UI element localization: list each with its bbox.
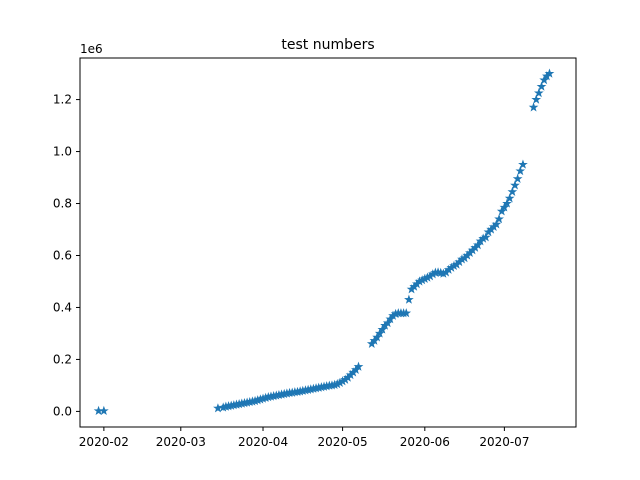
data-point — [502, 198, 512, 208]
data-point — [491, 219, 502, 229]
data-point — [353, 361, 364, 371]
data-point — [494, 214, 504, 224]
data-point — [536, 81, 547, 91]
data-points — [93, 68, 555, 416]
data-point — [404, 294, 414, 304]
y-tick-label: 1.0 — [53, 145, 72, 159]
y-tick-label: 1.2 — [53, 93, 72, 107]
y-tick-label: 0.0 — [53, 404, 72, 418]
data-point — [480, 232, 491, 242]
x-axis: 2020-02 2020-03 2020-04 2020-05 2020-06 2020-… — [79, 427, 529, 449]
data-point — [544, 68, 555, 78]
data-point — [534, 87, 544, 98]
y-tick-label: 0.4 — [53, 300, 72, 314]
data-point — [531, 94, 542, 104]
x-tick-label: 2020-04 — [238, 435, 288, 449]
y-axis: 0.0 0.2 0.4 0.6 0.8 1.0 1.2 — [53, 93, 80, 418]
axes-frame — [79, 57, 577, 428]
data-point — [515, 165, 526, 176]
y-scale-label: 1e6 — [80, 42, 103, 56]
data-point — [512, 173, 523, 183]
x-tick-label: 2020-05 — [318, 435, 368, 449]
chart-title: test numbers — [281, 37, 374, 53]
data-point — [528, 102, 539, 112]
x-tick-label: 2020-02 — [79, 435, 129, 449]
x-tick-label: 2020-07 — [479, 435, 529, 449]
data-point — [518, 159, 528, 169]
x-tick-label: 2020-03 — [156, 435, 206, 449]
y-tick-label: 0.2 — [53, 352, 72, 366]
data-point — [401, 308, 412, 318]
data-point — [507, 186, 518, 196]
data-point — [504, 193, 515, 203]
x-tick-label: 2020-06 — [400, 435, 450, 449]
data-point — [510, 180, 520, 190]
y-tick-label: 0.8 — [53, 197, 72, 211]
data-point — [99, 405, 109, 416]
y-tick-label: 0.6 — [53, 248, 72, 262]
